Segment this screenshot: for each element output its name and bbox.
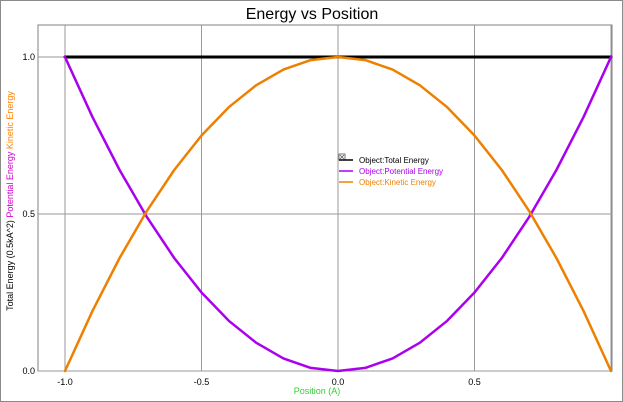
chart-title: Energy vs Position [246, 6, 379, 23]
x-tick-label: 0.5 [468, 377, 481, 387]
y-axis-label-part: Potential Energy [5, 151, 15, 220]
x-tick-label: -1.0 [57, 377, 73, 387]
y-tick-label: 0.5 [22, 209, 35, 219]
y-tick-label: 1.0 [22, 52, 35, 62]
plot-area: -1.0 -0.5 0.0 0.5 0.0 0.5 1.0 [22, 24, 613, 387]
legend-label: Object:Total Energy [359, 156, 429, 165]
legend: Object:Total Energy Object:Potential Ener… [338, 153, 447, 189]
legend-label: Object:Potential Energy [359, 167, 443, 176]
legend-close-icon-stroke [339, 154, 345, 160]
plot-border [37, 24, 613, 372]
legend-label: Object:Kinetic Energy [359, 178, 436, 187]
y-axis-label: Total Energy (0.5kA^2) Potential Energy … [5, 91, 15, 311]
x-axis-label: Position (A) [294, 386, 341, 396]
y-axis-label-part: Total Energy (0.5kA^2) [5, 220, 15, 311]
series-line-2 [63, 55, 613, 373]
legend-box [339, 153, 447, 189]
y-tick-label: 0.0 [22, 366, 35, 376]
x-tick-label: -0.5 [194, 377, 210, 387]
y-axis-label-part: Kinetic Energy [5, 91, 15, 152]
series-line-3 [63, 55, 613, 373]
x-tick-label: 0.0 [332, 377, 345, 387]
